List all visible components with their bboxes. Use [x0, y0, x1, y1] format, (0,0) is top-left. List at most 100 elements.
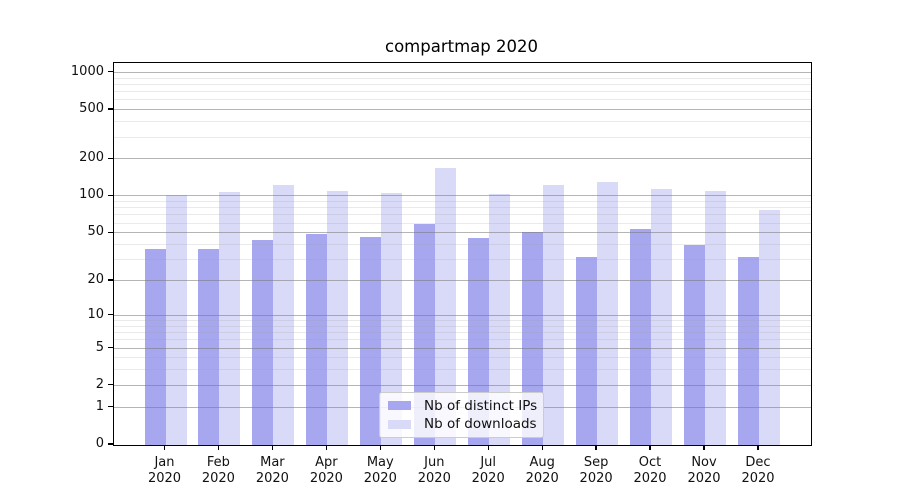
x-axis-tick-label: Jul 2020: [471, 455, 505, 486]
grid-line-minor: [114, 121, 811, 123]
bar-downloads: [489, 193, 511, 445]
x-axis-tick: [703, 445, 705, 450]
x-axis-tick-label: Jan 2020: [147, 455, 182, 486]
grid-line-minor: [114, 77, 811, 79]
y-axis-tick: [108, 346, 113, 349]
bar-distinct-ips: [306, 234, 328, 445]
x-axis-tick: [487, 445, 489, 450]
x-axis-tick: [541, 445, 543, 450]
y-axis-tick: [108, 108, 113, 110]
y-axis-tick-label: 20: [87, 272, 104, 287]
y-axis-tick-label: 100: [79, 187, 104, 203]
bar-distinct-ips: [144, 249, 166, 445]
y-axis-tick-label: 50: [87, 224, 104, 240]
bar-distinct-ips: [737, 256, 759, 445]
y-axis-tick: [108, 314, 113, 316]
grid-line-minor: [114, 243, 811, 245]
grid-line-major: [114, 71, 811, 73]
grid-line-minor: [114, 339, 811, 341]
grid-line-minor: [114, 214, 811, 216]
grid-line-minor: [114, 99, 811, 101]
grid-line-major: [114, 280, 811, 281]
y-axis-tick-label: 10: [87, 306, 104, 322]
bar-distinct-ips: [684, 244, 705, 445]
y-axis-tick-label: 1000: [70, 63, 104, 79]
bar-downloads: [543, 184, 565, 445]
plot-area: [113, 62, 812, 446]
x-axis-tick-label: Feb 2020: [201, 455, 235, 486]
bar-downloads: [165, 194, 187, 445]
grid-line-major: [114, 158, 811, 160]
legend-item-downloads: Nb of downloads: [388, 416, 537, 433]
grid-line-major: [114, 314, 811, 316]
bar-downloads: [758, 209, 780, 445]
x-axis-tick: [217, 445, 220, 450]
bar-downloads: [381, 193, 403, 445]
bar-downloads: [327, 191, 349, 445]
grid-line-minor: [114, 207, 811, 209]
x-axis-tick-label: Sep 2020: [579, 455, 613, 486]
x-axis-tick-label: Nov 2020: [687, 455, 721, 486]
x-axis-tick: [379, 445, 381, 450]
y-axis-tick: [108, 279, 113, 281]
x-axis-tick: [649, 445, 651, 450]
legend: Nb of distinct IPs Nb of downloads: [379, 392, 544, 438]
x-axis-tick-label: Jun 2020: [417, 455, 451, 486]
y-axis-tick-label: 0: [95, 436, 104, 451]
legend-swatch-downloads: [388, 419, 411, 429]
y-axis-tick: [108, 443, 113, 445]
y-axis-tick: [108, 406, 113, 408]
y-axis-tick-label: 2: [95, 376, 104, 392]
grid-line-major: [114, 195, 811, 197]
bar-distinct-ips: [198, 249, 220, 445]
y-axis-tick: [108, 194, 113, 197]
bar-downloads: [651, 188, 673, 445]
y-axis-tick: [108, 231, 113, 233]
x-axis-tick: [757, 445, 759, 450]
x-axis-tick: [595, 445, 597, 450]
y-axis-tick-label: 500: [79, 101, 104, 117]
y-axis-tick-label: 5: [95, 339, 104, 355]
x-axis-tick: [325, 445, 328, 450]
y-axis-tick: [108, 157, 113, 159]
x-axis-tick-label: Aug 2020: [525, 455, 559, 486]
bar-distinct-ips: [414, 223, 436, 445]
x-axis-tick-label: May 2020: [363, 455, 397, 486]
grid-line-minor: [114, 369, 811, 371]
x-axis-tick-label: Apr 2020: [309, 455, 343, 486]
bar-downloads: [597, 181, 619, 445]
bar-downloads: [705, 191, 726, 445]
bar-distinct-ips: [630, 229, 652, 445]
grid-line-minor: [114, 222, 811, 224]
y-axis-tick-label: 1: [95, 398, 104, 414]
legend-label-downloads: Nb of downloads: [424, 416, 537, 433]
x-axis-tick: [163, 445, 166, 450]
bar-distinct-ips: [522, 232, 544, 445]
legend-swatch-distinct-ips: [388, 401, 411, 411]
grid-line-minor: [114, 83, 811, 85]
x-axis-tick: [433, 445, 435, 450]
bar-distinct-ips: [576, 256, 598, 445]
x-axis-tick-label: Mar 2020: [255, 455, 289, 486]
y-axis-tick: [108, 384, 113, 386]
bar-downloads: [435, 168, 457, 445]
grid-line-minor: [114, 259, 811, 260]
grid-line-major: [114, 384, 811, 386]
grid-line-minor: [114, 332, 811, 333]
bar-downloads: [219, 191, 241, 445]
legend-item-distinct-ips: Nb of distinct IPs: [388, 397, 538, 414]
grid-line-minor: [114, 201, 811, 202]
grid-line-major: [114, 232, 811, 234]
x-axis-tick-label: Dec 2020: [741, 455, 775, 486]
grid-line-minor: [114, 136, 811, 138]
grid-line-major: [114, 109, 811, 111]
bar-distinct-ips: [360, 236, 382, 445]
x-axis-tick-label: Oct 2020: [633, 455, 667, 486]
legend-label-distinct-ips: Nb of distinct IPs: [424, 397, 538, 414]
grid-line-minor: [114, 320, 811, 321]
grid-line-minor: [114, 325, 811, 327]
x-axis-tick: [271, 445, 274, 450]
y-axis-tick-label: 200: [79, 150, 104, 166]
grid-line-minor: [114, 91, 811, 92]
